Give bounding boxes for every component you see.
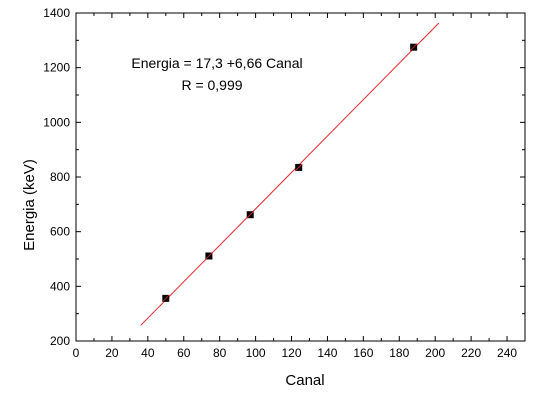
ticks-layer: 0 20 40 60 80 100 120 140 160 180 200 220 240 200 400 6… <box>43 6 525 360</box>
x-tick-label: 240 <box>497 346 517 360</box>
equation-annotation: Energia = 17,3 +6,66 Canal <box>131 55 302 71</box>
x-tick-label: 0 <box>73 346 80 360</box>
data-point-fit-overlay <box>294 163 303 172</box>
data-points-layer <box>162 43 418 303</box>
data-point-fit-overlay <box>205 252 213 260</box>
y-tick-label: 1000 <box>43 115 70 129</box>
y-tick-label: 600 <box>50 225 70 239</box>
y-tick-label: 200 <box>50 334 70 348</box>
r-value-annotation: R = 0,999 <box>181 77 242 93</box>
y-axis-label: Energia (keV) <box>21 159 38 251</box>
x-tick-label: 40 <box>141 346 155 360</box>
y-tick-label: 800 <box>50 170 70 184</box>
y-tick-label: 1200 <box>43 61 70 75</box>
x-tick-label: 200 <box>425 346 445 360</box>
data-point-fit-overlay <box>246 210 254 219</box>
x-tick-label: 180 <box>389 346 409 360</box>
x-tick-label: 220 <box>461 346 481 360</box>
x-axis-label: Canal <box>285 372 324 389</box>
data-point-fit-overlay <box>162 294 170 303</box>
x-tick-label: 100 <box>246 346 266 360</box>
y-tick-label: 400 <box>50 279 70 293</box>
x-tick-label: 160 <box>353 346 373 360</box>
data-point-fit-overlay <box>409 43 418 51</box>
x-tick-label: 120 <box>282 346 302 360</box>
fit-line <box>140 22 440 326</box>
x-tick-label: 80 <box>213 346 227 360</box>
x-tick-label: 20 <box>105 346 119 360</box>
x-tick-label: 60 <box>177 346 191 360</box>
x-tick-label: 140 <box>317 346 337 360</box>
y-tick-label: 1400 <box>43 6 70 20</box>
fit-line-layer <box>140 22 440 326</box>
